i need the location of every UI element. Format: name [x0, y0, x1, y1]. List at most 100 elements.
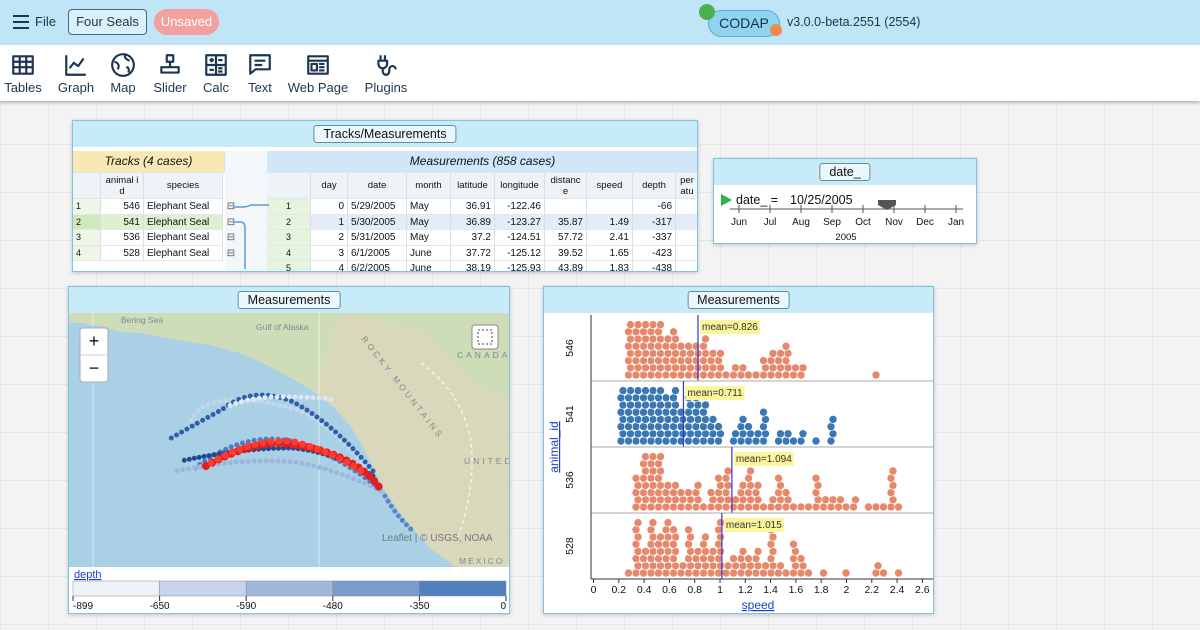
dot: [669, 436, 678, 446]
legend-attribute[interactable]: depth: [74, 569, 102, 581]
dot: [648, 363, 658, 373]
dot: [781, 502, 791, 512]
x-tick-label: 2: [844, 584, 850, 596]
dot: [626, 386, 635, 395]
dot: [813, 495, 823, 505]
dot: [671, 561, 680, 571]
dot: [684, 356, 693, 365]
dot: [768, 495, 778, 505]
dot: [798, 429, 808, 439]
table-cell: 36.91: [451, 199, 495, 215]
tool-button[interactable]: Plugins: [351, 52, 421, 95]
tool-button[interactable]: Web Page: [283, 52, 353, 95]
dot: [871, 568, 881, 578]
dot: [761, 561, 770, 571]
zoom-out[interactable]: −: [89, 358, 100, 378]
dot: [686, 363, 695, 373]
dot: [691, 488, 701, 497]
tool-label: Text: [248, 80, 272, 95]
dot: [661, 370, 671, 380]
hamburger-icon[interactable]: [12, 14, 30, 30]
tool-icon: [249, 54, 271, 75]
slider-thumb[interactable]: [878, 200, 896, 210]
dot: [646, 436, 656, 446]
dot: [751, 554, 761, 563]
dot: [693, 547, 703, 556]
dot: [661, 356, 671, 365]
dot: [648, 532, 658, 542]
dot: [678, 363, 688, 373]
select-tool[interactable]: [471, 324, 499, 350]
dot: [693, 561, 703, 571]
dot: [633, 429, 643, 439]
dot: [633, 320, 643, 329]
dot: [751, 568, 761, 578]
row-index: 3: [267, 230, 311, 246]
dot: [811, 436, 821, 446]
table-cell: 1.65: [587, 245, 633, 261]
dot: [716, 429, 725, 439]
tool-icon: [65, 55, 86, 76]
x-axis-label[interactable]: speed: [742, 598, 775, 612]
dot: [841, 568, 851, 578]
dot: [701, 334, 710, 344]
dot: [699, 356, 708, 365]
dot: [686, 547, 695, 556]
play-button[interactable]: [721, 194, 732, 206]
document-name[interactable]: Four Seals: [68, 9, 147, 35]
dot: [699, 554, 708, 563]
tool-button[interactable]: Text: [225, 52, 295, 95]
place-label: Gulf of Alaska: [256, 322, 309, 332]
dot: [706, 568, 716, 578]
y-axis-label[interactable]: animal_id: [547, 421, 561, 472]
table-cell: 43.89: [545, 261, 587, 271]
table-cell: [676, 199, 697, 215]
dot: [648, 466, 658, 476]
dot: [744, 488, 753, 497]
dot: [631, 393, 641, 403]
tool-button[interactable]: Tables: [0, 52, 58, 95]
track-points: [163, 392, 416, 534]
dot: [676, 370, 686, 380]
dot: [656, 561, 665, 571]
file-menu[interactable]: File: [35, 14, 56, 29]
attribution: Leaflet | © USGS, NOAA: [382, 533, 493, 544]
dot: [701, 349, 710, 358]
dot: [706, 554, 716, 563]
dot: [639, 393, 648, 403]
dot: [633, 495, 643, 505]
tool-button[interactable]: Slider: [135, 52, 205, 95]
dot: [663, 363, 673, 373]
dot: [791, 363, 800, 373]
dot: [693, 495, 703, 505]
dot: [759, 356, 768, 365]
tool-button[interactable]: Calc: [181, 52, 251, 95]
dot: [714, 422, 723, 431]
zoom-in[interactable]: +: [89, 331, 100, 351]
dot: [656, 415, 665, 424]
dot: [624, 436, 633, 446]
dot: [723, 495, 733, 505]
dot: [701, 363, 710, 373]
dot: [716, 518, 725, 527]
dot: [648, 349, 658, 358]
dot: [781, 356, 791, 365]
dot: [654, 502, 663, 512]
track: [163, 392, 376, 474]
mean-label-bg: [685, 386, 745, 400]
dot: [626, 349, 635, 358]
dot: [783, 429, 793, 439]
dot: [716, 561, 725, 571]
legend-tick-label: 0: [500, 601, 506, 612]
dot: [841, 502, 851, 512]
dot: [641, 495, 650, 505]
dot: [738, 481, 748, 490]
dot: [828, 429, 838, 439]
dot: [691, 568, 701, 578]
tool-button[interactable]: Graph: [41, 52, 111, 95]
dot: [684, 539, 693, 549]
x-tick-label: 1.8: [814, 584, 829, 596]
dot: [656, 334, 665, 344]
tool-button[interactable]: Map: [88, 52, 158, 95]
table-cell: -125.12: [495, 245, 545, 261]
